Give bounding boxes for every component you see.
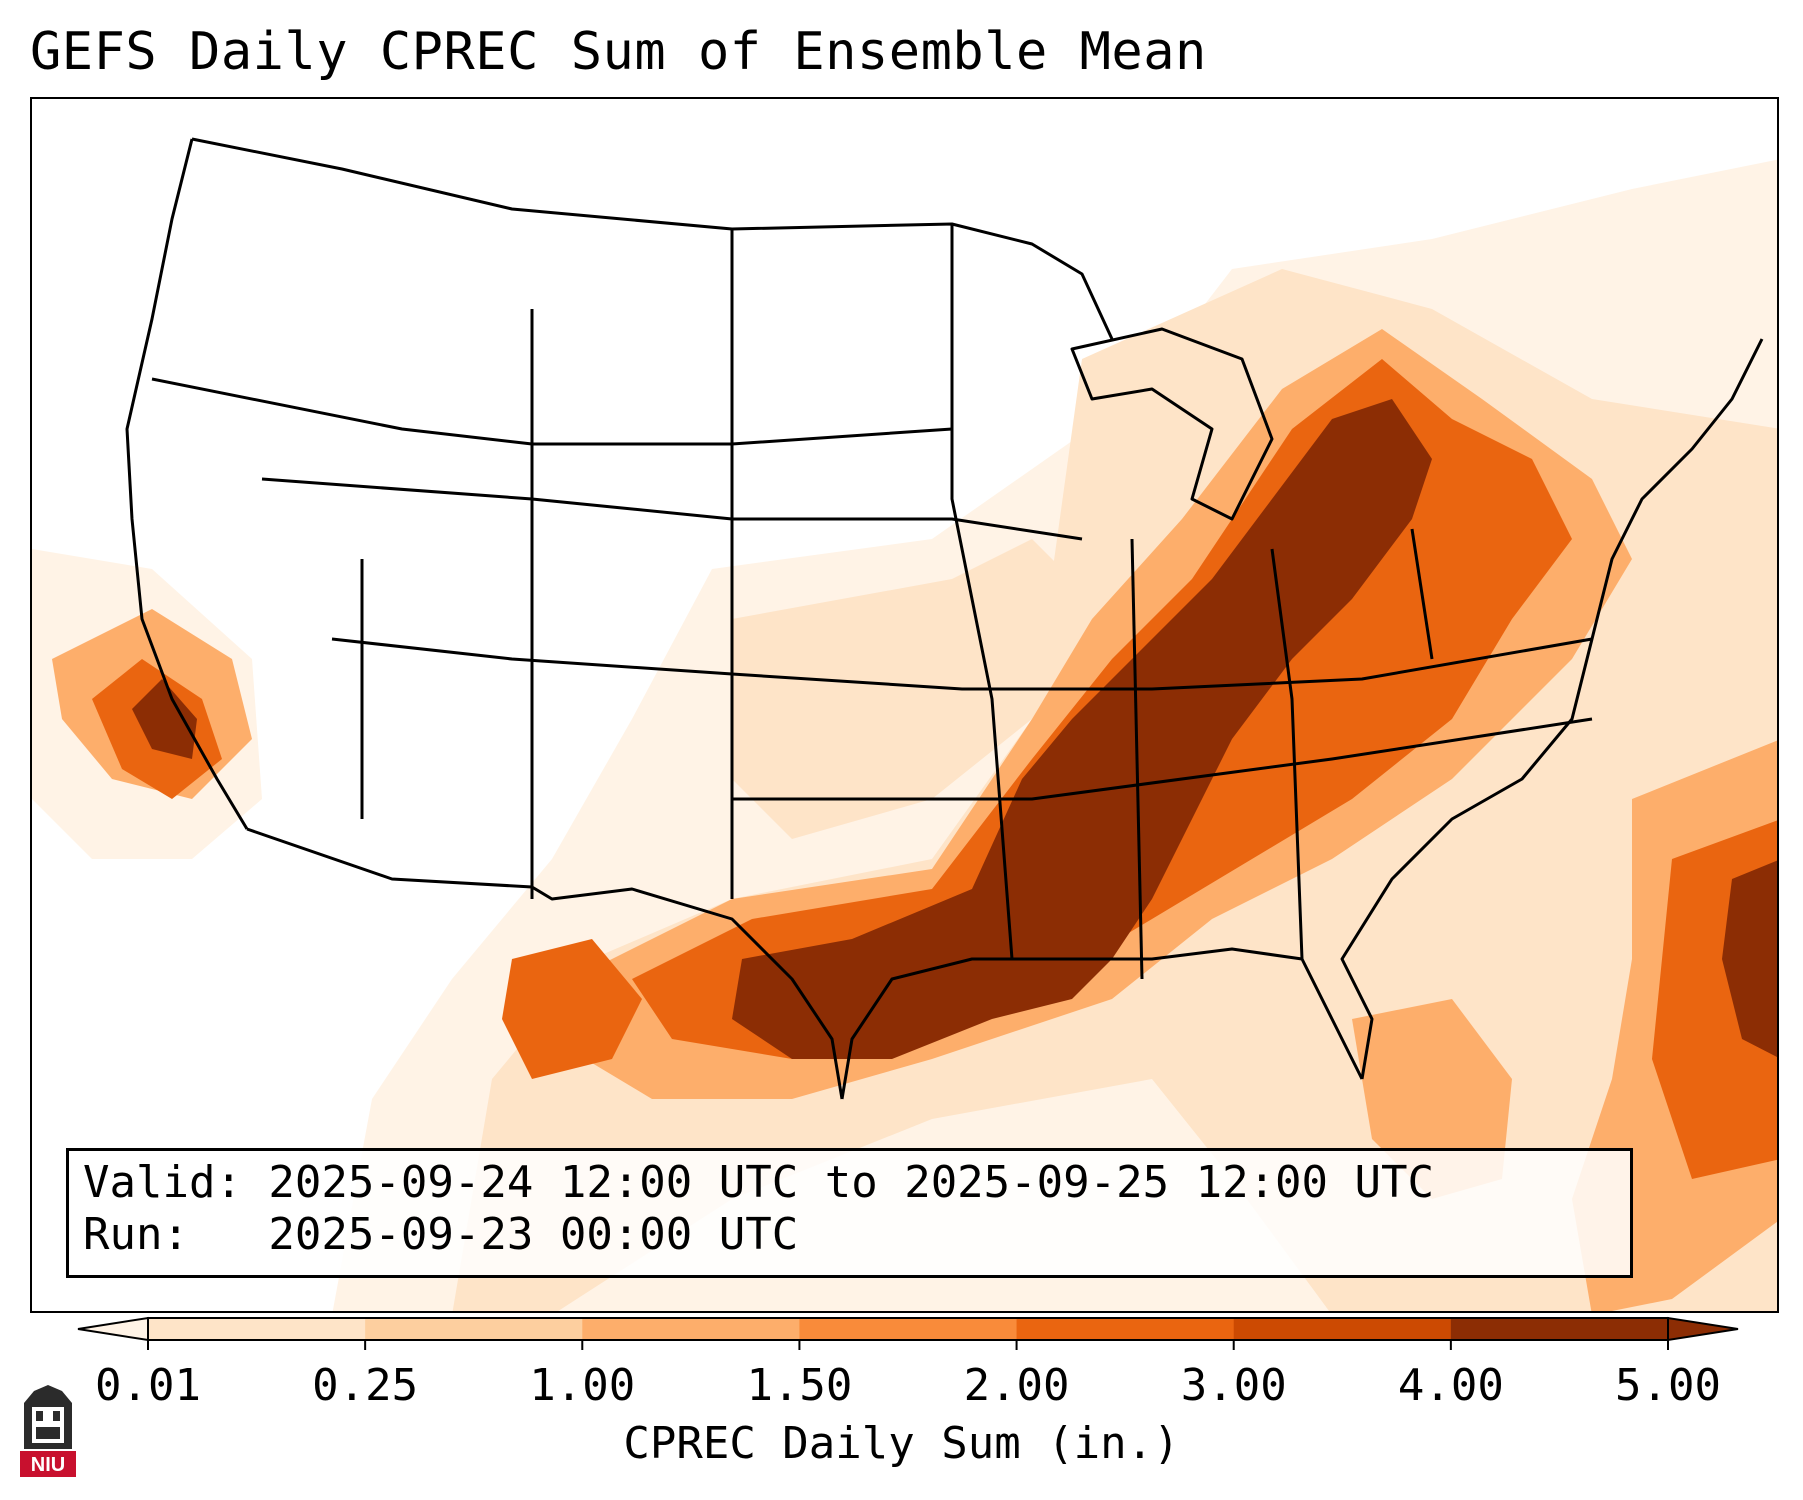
colorbar-tick-label: 1.00	[529, 1360, 636, 1411]
precip-area-heavy-main	[732, 399, 1432, 1059]
niu-logo-text: NIU	[31, 1454, 65, 1476]
colorbar-segment	[582, 1318, 800, 1340]
map-title: GEFS Daily CPREC Sum of Ensemble Mean	[30, 22, 1207, 82]
colorbar-label: CPREC Daily Sum (in.)	[623, 1418, 1180, 1469]
run-time-line: Run: 2025-09-23 00:00 UTC	[83, 1209, 799, 1260]
precip-area-heavy-atlantic	[1722, 860, 1777, 1057]
colorbar-segment	[799, 1318, 1018, 1340]
colorbar-segment	[148, 1318, 366, 1340]
colorbar-tick-label: 3.00	[1180, 1360, 1287, 1411]
colorbar-tick-label: 5.00	[1615, 1360, 1721, 1411]
us-canada-border	[191, 137, 1114, 340]
precip-area-orange-mexico	[502, 939, 642, 1079]
state-line-8	[1130, 538, 1144, 980]
colorbar-segments	[77, 1316, 1739, 1342]
atlantic-coast	[1340, 338, 1764, 1080]
political-borders	[125, 137, 1764, 1100]
us-mexico-border	[246, 827, 844, 1100]
colorbar-extend-max	[1667, 1316, 1739, 1342]
state-line-11	[1410, 528, 1434, 660]
colorbar-ticks	[147, 1340, 1669, 1350]
colorbar-segment	[1450, 1318, 1669, 1340]
colorbar	[77, 1316, 1739, 1350]
state-line-1	[151, 377, 953, 446]
colorbar-tick-label: 4.00	[1397, 1360, 1504, 1411]
colorbar-tick-label: 2.00	[963, 1360, 1070, 1411]
state-line-3	[331, 637, 1593, 691]
validity-info-box: Valid: 2025-09-24 12:00 UTC to 2025-09-2…	[66, 1148, 1633, 1278]
valid-time-line: Valid: 2025-09-24 12:00 UTC to 2025-09-2…	[83, 1157, 1435, 1208]
state-line-10	[1270, 548, 1304, 960]
gulf-coast	[840, 947, 1364, 1100]
pacific-coast	[125, 138, 249, 830]
niu-logo: NIU	[20, 1385, 76, 1477]
precip-area-light-plains	[732, 539, 1092, 839]
state-line-9	[732, 717, 1593, 801]
precip-shading	[32, 159, 1777, 1311]
colorbar-segment	[365, 1318, 583, 1340]
precip-map	[30, 97, 1779, 1313]
colorbar-extend-min	[77, 1316, 149, 1342]
state-line-7	[950, 224, 1014, 960]
colorbar-tick-label: 0.25	[312, 1360, 419, 1411]
colorbar-tick-label: 0.01	[95, 1360, 201, 1411]
great-lakes-outline	[1070, 327, 1274, 521]
colorbar-tick-label: 1.50	[746, 1360, 853, 1411]
precip-map-svg	[32, 137, 1777, 1311]
precip-area-heavy-ca	[132, 679, 197, 759]
colorbar-segment	[1016, 1318, 1235, 1340]
colorbar-outline	[147, 1317, 1669, 1341]
colorbar-segment	[1233, 1318, 1452, 1340]
